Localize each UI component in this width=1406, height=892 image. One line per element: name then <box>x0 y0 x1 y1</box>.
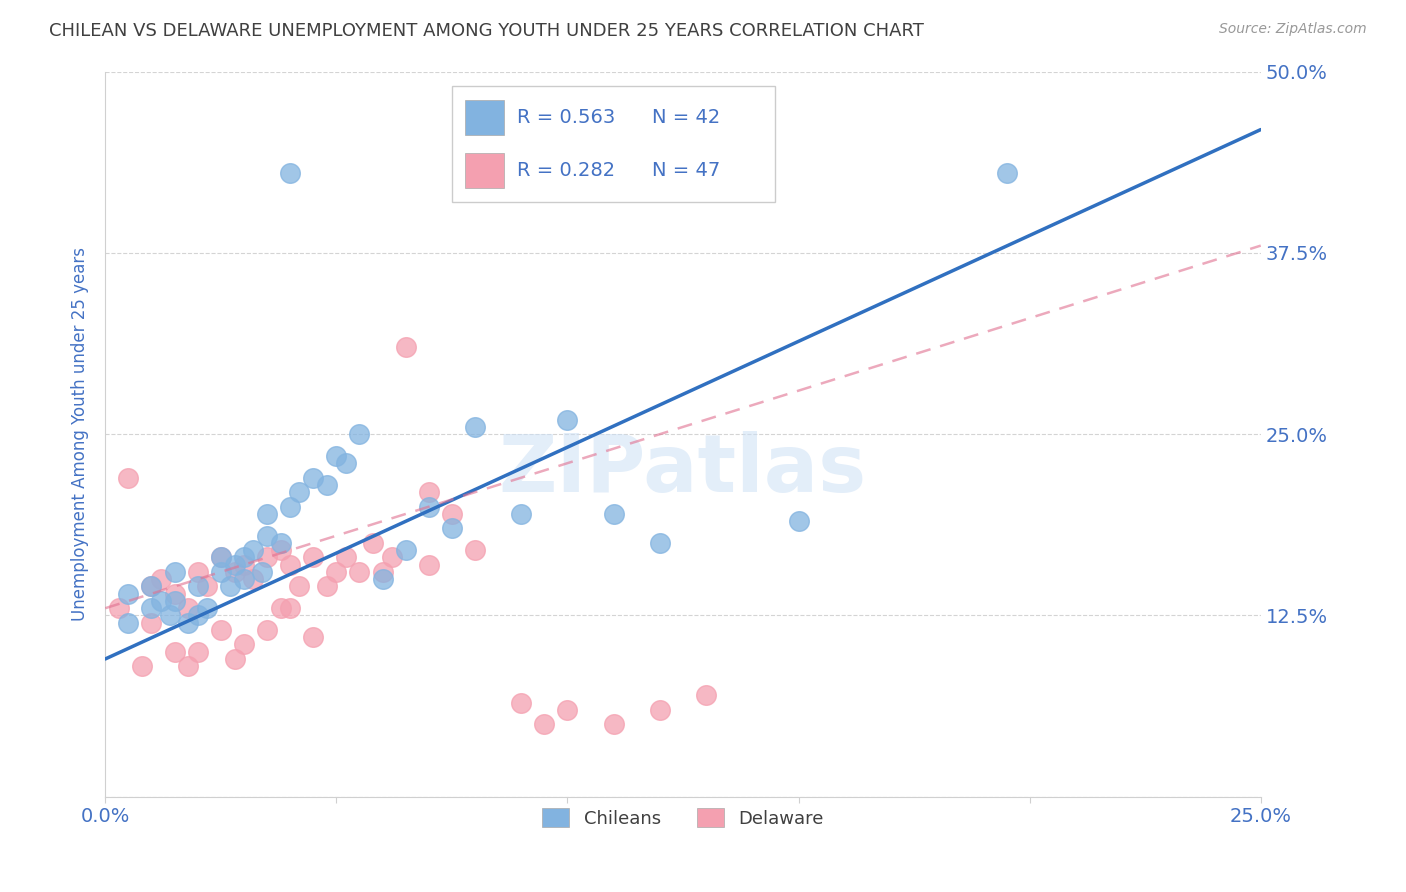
Point <box>418 500 440 514</box>
Point <box>648 536 671 550</box>
Point <box>141 615 163 630</box>
Point <box>256 623 278 637</box>
Point <box>325 565 347 579</box>
Point <box>256 507 278 521</box>
Point <box>510 507 533 521</box>
Point <box>325 449 347 463</box>
Point <box>242 543 264 558</box>
Point <box>209 623 232 637</box>
Point <box>242 572 264 586</box>
Point <box>252 565 274 579</box>
Point <box>232 572 254 586</box>
Point <box>224 565 246 579</box>
Point <box>141 579 163 593</box>
Point <box>695 688 717 702</box>
Point <box>149 594 172 608</box>
Point <box>232 550 254 565</box>
Legend: Chileans, Delaware: Chileans, Delaware <box>534 801 831 835</box>
Point <box>278 166 301 180</box>
Point <box>131 659 153 673</box>
Point <box>302 471 325 485</box>
Point <box>418 558 440 572</box>
Point <box>219 579 242 593</box>
Point <box>363 536 385 550</box>
Point <box>195 601 218 615</box>
Point <box>177 601 200 615</box>
Point <box>440 507 463 521</box>
Point <box>232 638 254 652</box>
Point <box>316 478 339 492</box>
Point <box>335 456 357 470</box>
Point <box>209 550 232 565</box>
Point <box>117 615 139 630</box>
Point <box>224 558 246 572</box>
Point <box>418 485 440 500</box>
Point <box>510 696 533 710</box>
Point <box>177 659 200 673</box>
Point <box>256 550 278 565</box>
Point <box>995 166 1018 180</box>
Point <box>209 550 232 565</box>
Point <box>464 420 486 434</box>
Point <box>557 703 579 717</box>
Point <box>335 550 357 565</box>
Point <box>256 529 278 543</box>
Point <box>349 427 371 442</box>
Point <box>557 412 579 426</box>
Point <box>159 608 181 623</box>
Point <box>270 601 292 615</box>
Point <box>195 579 218 593</box>
Point <box>288 485 311 500</box>
Point <box>270 536 292 550</box>
Point <box>278 558 301 572</box>
Text: Source: ZipAtlas.com: Source: ZipAtlas.com <box>1219 22 1367 37</box>
Point <box>395 543 418 558</box>
Point <box>381 550 404 565</box>
Point <box>316 579 339 593</box>
Point <box>602 507 624 521</box>
Point <box>464 543 486 558</box>
Point <box>117 587 139 601</box>
Point <box>209 565 232 579</box>
Text: ZIPatlas: ZIPatlas <box>499 432 868 509</box>
Point <box>187 565 209 579</box>
Point <box>163 587 186 601</box>
Text: CHILEAN VS DELAWARE UNEMPLOYMENT AMONG YOUTH UNDER 25 YEARS CORRELATION CHART: CHILEAN VS DELAWARE UNEMPLOYMENT AMONG Y… <box>49 22 924 40</box>
Point <box>141 579 163 593</box>
Point <box>278 500 301 514</box>
Point <box>302 630 325 644</box>
Point <box>149 572 172 586</box>
Point <box>533 717 555 731</box>
Point <box>602 717 624 731</box>
Point <box>395 340 418 354</box>
Point <box>288 579 311 593</box>
Point <box>371 565 394 579</box>
Point <box>232 558 254 572</box>
Point <box>440 521 463 535</box>
Point <box>187 608 209 623</box>
Point <box>224 652 246 666</box>
Point <box>163 645 186 659</box>
Point <box>278 601 301 615</box>
Point <box>371 572 394 586</box>
Point <box>270 543 292 558</box>
Y-axis label: Unemployment Among Youth under 25 years: Unemployment Among Youth under 25 years <box>72 247 89 621</box>
Point <box>302 550 325 565</box>
Point <box>648 703 671 717</box>
Point <box>349 565 371 579</box>
Point <box>187 579 209 593</box>
Point <box>177 615 200 630</box>
Point <box>163 565 186 579</box>
Point <box>141 601 163 615</box>
Point <box>187 645 209 659</box>
Point <box>787 514 810 528</box>
Point <box>163 594 186 608</box>
Point <box>108 601 131 615</box>
Point <box>117 471 139 485</box>
